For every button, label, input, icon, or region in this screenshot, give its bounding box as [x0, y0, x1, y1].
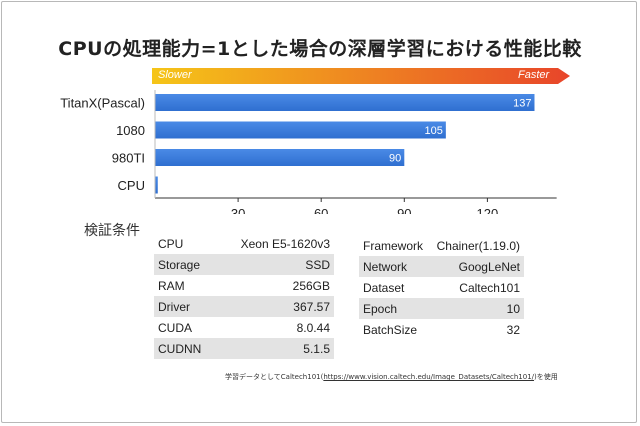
footnote-prefix: 学習データとしてCaltech101(: [225, 373, 324, 381]
bar: [155, 121, 446, 139]
value-label: 137: [513, 98, 531, 110]
category-label: TitanX(Pascal): [60, 96, 145, 111]
spec-left-row: CPU Xeon E5-1620v3: [154, 233, 334, 254]
spec-left-value: 5.1.5: [216, 338, 334, 359]
spec-right-key: Dataset: [363, 280, 405, 295]
spec-left-row: RAM 256GB: [154, 275, 334, 296]
spec-left-key: Driver: [154, 296, 217, 317]
x-tick-label: 60: [314, 206, 328, 214]
x-tick-label: 120: [477, 206, 499, 214]
spec-left-value: 367.57: [216, 296, 334, 317]
slower-label: Slower: [158, 69, 192, 81]
spec-right-row: BatchSize 32: [359, 319, 524, 340]
x-tick-label: 90: [397, 206, 411, 214]
footnote: 学習データとしてCaltech101(https://www.vision.ca…: [225, 372, 558, 382]
faster-label: Faster: [518, 69, 550, 81]
spec-left-value: Xeon E5-1620v3: [240, 236, 330, 251]
spec-right-value: 10: [429, 298, 524, 319]
x-tick-label: 30: [231, 206, 245, 214]
bar: [155, 149, 405, 166]
footnote-suffix: )を使用: [534, 373, 558, 381]
spec-left-key: CUDNN: [154, 338, 217, 359]
spec-left-key: CUDA: [158, 320, 193, 335]
value-label: 90: [389, 153, 401, 165]
spec-right-value: GoogLeNet: [429, 256, 524, 277]
section-title: 検証条件: [84, 223, 140, 239]
category-label: 980TI: [112, 151, 145, 166]
spec-left-value: SSD: [216, 254, 334, 275]
category-label: 1080: [116, 123, 145, 138]
spec-left-key: Storage: [154, 254, 217, 275]
spec-left-value: 256GB: [292, 278, 330, 293]
speed-gradient-arrow: [152, 68, 570, 84]
spec-right-row: Epoch 10: [359, 298, 524, 319]
spec-left-key: RAM: [158, 278, 185, 293]
spec-left-row: CUDNN 5.1.5: [154, 338, 334, 359]
spec-table-left: CPU Xeon E5-1620v3 Storage SSD RAM 256GB Drive…: [154, 233, 334, 359]
spec-left-value: 8.0.44: [296, 320, 330, 335]
spec-left-row: CUDA 8.0.44: [154, 317, 334, 338]
value-label: 105: [424, 125, 442, 137]
spec-right-value: Chainer(1.19.0): [436, 238, 520, 253]
spec-right-key: Framework: [363, 238, 424, 253]
spec-right-row: Framework Chainer(1.19.0): [359, 235, 524, 256]
spec-right-key: Network: [359, 256, 430, 277]
spec-right-value: Caltech101: [459, 280, 520, 295]
footnote-url[interactable]: https://www.vision.caltech.edu/Image_Dat…: [323, 373, 535, 381]
bar: [155, 94, 535, 111]
chart-title: CPUの処理能力=1とした場合の深層学習における性能比較: [58, 38, 582, 60]
speed-gradient-bar: Slower Faster: [152, 66, 570, 86]
spec-right-row: Dataset Caltech101: [359, 277, 524, 298]
spec-right-key: Epoch: [359, 298, 430, 319]
spec-table-right: Framework Chainer(1.19.0) Network GoogLeNet…: [359, 235, 524, 340]
spec-left-row: Storage SSD: [154, 254, 334, 275]
spec-right-row: Network GoogLeNet: [359, 256, 524, 277]
spec-left-row: Driver 367.57: [154, 296, 334, 317]
bar: [155, 176, 158, 194]
spec-left-key: CPU: [158, 236, 184, 251]
spec-right-key: BatchSize: [363, 322, 418, 337]
spec-right-value: 32: [506, 322, 520, 337]
bar-chart: TitanX(Pascal) 137 1080 105 980TI 90 CPU 30 60 90…: [60, 90, 557, 214]
category-label: CPU: [118, 178, 145, 193]
